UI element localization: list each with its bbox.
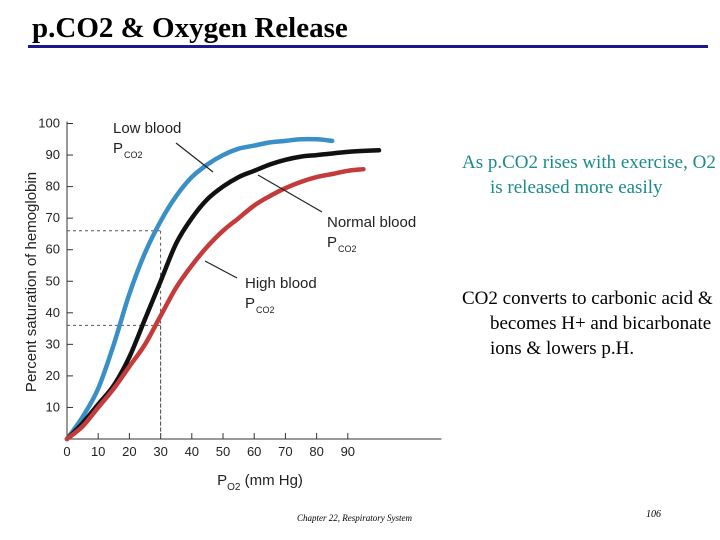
label-normal-pco2-subscript: CO2 bbox=[338, 244, 357, 254]
curve-high-pco2 bbox=[64, 166, 366, 442]
bullet-exercise: As p.CO2 rises with exercise, O2 is rele… bbox=[462, 150, 718, 200]
x-tick-label: 80 bbox=[309, 444, 323, 459]
y-tick-label: 80 bbox=[46, 179, 60, 194]
label-low-pco2-main: Low blood bbox=[113, 120, 181, 137]
label-leader-line bbox=[257, 174, 323, 213]
footer-chapter: Chapter 22, Respiratory System bbox=[297, 513, 412, 523]
curve-normal-pco2 bbox=[64, 148, 382, 442]
page-number: 106 bbox=[646, 509, 661, 520]
y-tick-label: 30 bbox=[46, 336, 60, 351]
y-tick-label: 90 bbox=[46, 147, 60, 162]
x-tick-label: 30 bbox=[153, 444, 167, 459]
label-normal-pco2-main: Normal blood bbox=[327, 214, 416, 231]
y-tick-label: 70 bbox=[46, 210, 60, 225]
x-tick-label: 20 bbox=[122, 444, 136, 459]
bullet-carbonic-acid: CO2 converts to carbonic acid & becomes … bbox=[462, 286, 714, 361]
reference-lines bbox=[67, 230, 162, 439]
curve-low-pco2 bbox=[64, 136, 335, 442]
bullet-carbonic-acid-text: CO2 converts to carbonic acid & becomes … bbox=[462, 288, 713, 359]
x-tick-label: 0 bbox=[63, 444, 70, 459]
y-tick-label: 50 bbox=[46, 273, 60, 288]
x-tick-label: 60 bbox=[247, 444, 261, 459]
label-normal-pco2-sub: P bbox=[327, 234, 337, 251]
x-tick-label: 10 bbox=[91, 444, 105, 459]
label-low-pco2-subscript: CO2 bbox=[124, 150, 143, 160]
label-leader-line bbox=[175, 142, 214, 173]
label-high-pco2-sub: P bbox=[245, 295, 255, 312]
x-tick-label: 50 bbox=[216, 444, 230, 459]
x-tick-label: 70 bbox=[278, 444, 292, 459]
y-axis-label: Percent saturation of hemoglobin bbox=[23, 172, 40, 392]
label-low-pco2-sub: P bbox=[113, 140, 123, 157]
y-tick-label: 60 bbox=[46, 242, 60, 257]
x-axis-label: PO2 (mm Hg) bbox=[217, 472, 303, 493]
y-tick-label: 20 bbox=[46, 368, 60, 383]
slide-title: p.CO2 & Oxygen Release bbox=[32, 12, 348, 44]
bullet-exercise-text: As p.CO2 rises with exercise, O2 is rele… bbox=[462, 152, 716, 198]
curves bbox=[64, 136, 382, 442]
y-tick-label: 10 bbox=[46, 399, 60, 414]
x-tick-label: 40 bbox=[185, 444, 199, 459]
chart-axes: 10 20 30 40 50 60 70 80 90 100 0 10 20 30 40 50 60 70 80 90 bbox=[38, 116, 442, 459]
y-tick-label: 40 bbox=[46, 305, 60, 320]
label-high-pco2-subscript: CO2 bbox=[256, 305, 275, 315]
x-tick-label: 90 bbox=[341, 444, 355, 459]
y-tick-label: 100 bbox=[38, 116, 60, 131]
title-underline bbox=[28, 45, 708, 48]
label-leader-line bbox=[204, 260, 238, 279]
label-high-pco2-main: High blood bbox=[245, 275, 317, 292]
